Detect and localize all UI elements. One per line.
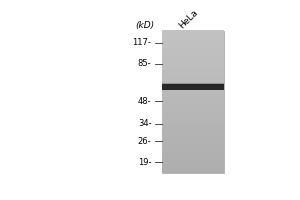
Bar: [162, 31, 224, 173]
Text: 26-: 26-: [138, 137, 152, 146]
Text: 85-: 85-: [138, 59, 152, 68]
Text: (kD): (kD): [135, 21, 154, 30]
Bar: [162, 85, 224, 86]
Bar: [162, 84, 224, 85]
Text: 19-: 19-: [138, 158, 152, 167]
Text: 117-: 117-: [133, 38, 152, 47]
Text: 34-: 34-: [138, 119, 152, 128]
Bar: [162, 84, 224, 90]
Text: HeLa: HeLa: [177, 8, 200, 30]
Bar: [162, 84, 224, 85]
Bar: [162, 83, 224, 84]
Bar: [162, 84, 224, 85]
Text: 48-: 48-: [138, 97, 152, 106]
Bar: [162, 84, 224, 85]
